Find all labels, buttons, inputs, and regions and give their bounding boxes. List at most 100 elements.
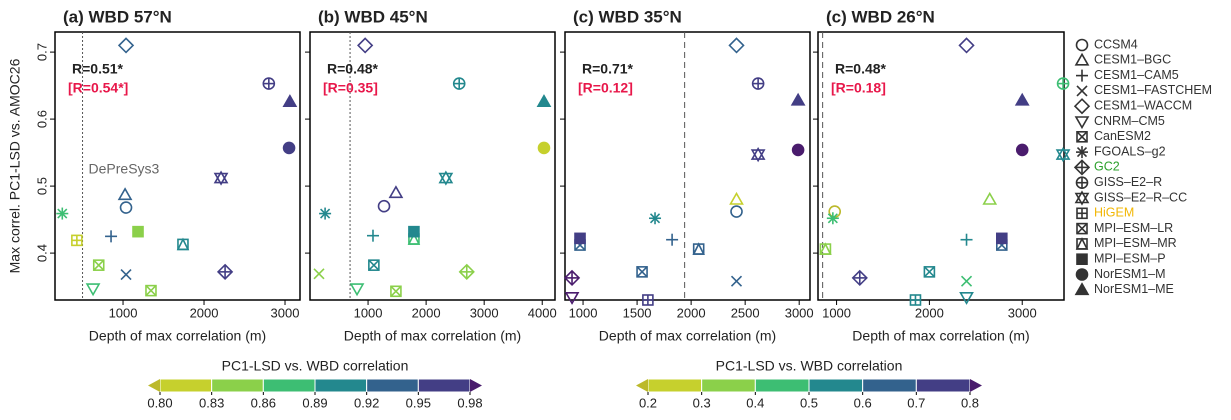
colorbar-label: PC1-LSD vs. WBD correlation [222,358,409,374]
legend-label: MPI–ESM–MR [1094,236,1177,250]
colorbar-bin [159,378,213,393]
marker-part [320,208,331,219]
colorbar-bin [647,378,703,393]
colorbar-extend [636,379,648,392]
x-tick-label: 1000 [822,305,851,320]
legend-label: MPI–ESM–P [1094,251,1166,265]
marker-part [1076,85,1088,97]
marker-part [1076,223,1088,235]
colorbar-bin [314,378,368,393]
marker-part [213,172,229,186]
data-point [408,225,420,238]
marker-part [730,275,743,287]
data-point [1055,146,1071,163]
marker-part [1015,143,1029,157]
marker-part [537,141,551,155]
data-point [366,229,379,242]
legend-marker [1073,98,1091,115]
correlation-text: R=0.71* [582,61,634,77]
data-point [729,191,744,205]
colorbar-tick-label: 0.4 [746,395,764,410]
marker-part [1076,222,1088,235]
data-point [692,242,705,255]
data-point [563,269,581,287]
x-tick-label: 3000 [470,305,499,320]
marker-part [357,37,374,54]
legend-marker [1074,282,1090,296]
marker-part [132,225,144,238]
data-point [982,191,998,205]
data-point [536,94,552,107]
x-tick-label: 2000 [190,305,219,320]
x-tick-label: 3000 [785,305,814,320]
colorbar-extend [148,379,160,392]
colorbar-tick-label: 0.83 [199,395,224,410]
colorbar-bin [701,378,756,393]
x-tick-label: 3000 [1008,305,1037,320]
legend-marker [1076,222,1088,235]
data-point [790,92,806,106]
data-point [438,170,454,186]
marker-part [377,199,391,213]
correlation-bracket: [R=0.35] [323,80,378,96]
correlation-bracket: [R=0.18] [831,80,886,96]
colorbar-tick-label: 0.3 [693,395,711,410]
x-axis-label: Depth of max correlation (m) [599,328,776,344]
legend-label: CNRM–CM5 [1094,114,1165,128]
marker-part [563,269,581,287]
x-tick-label: 2000 [677,305,706,320]
colorbar-tick-label: 0.7 [907,395,925,410]
marker-part [923,266,936,278]
colorbar-bin [211,378,264,393]
data-point [996,232,1008,245]
marker-part [390,285,402,297]
x-tick-label: 1000 [109,305,138,320]
data-point [262,77,276,90]
plot-frame [817,31,1065,301]
colorbar-tick-label: 0.98 [457,395,482,410]
data-point [117,37,135,54]
legend-label: HiGEM [1094,206,1134,220]
legend-marker [1074,52,1090,66]
data-point [452,77,466,90]
data-point [282,141,296,155]
marker-part [636,266,648,278]
data-point [105,230,118,243]
marker-part [176,237,190,251]
correlation-text: R=0.48* [835,61,887,77]
marker-part [1074,116,1090,130]
x-tick-label: 2000 [412,305,441,320]
x-tick-label: 4000 [528,305,557,320]
y-tick-label: 0.4 [34,244,49,262]
marker-part [1076,131,1088,143]
legend-marker [1074,116,1090,130]
data-point [313,268,325,280]
data-point [728,37,745,54]
marker-part [388,185,404,199]
y-tick-label: 0.7 [34,43,49,61]
data-point [819,242,832,255]
marker-part [368,259,380,271]
data-point [642,294,654,306]
colorbar-tick-label: 0.92 [354,395,379,410]
marker-part [1073,159,1091,176]
correlation-bracket: [R=0.54*] [68,80,128,96]
legend-marker [1076,207,1088,220]
colorbar-tick-label: 0.5 [800,395,818,410]
legend-label: CESM1–CAM5 [1094,68,1179,82]
data-point [564,292,580,305]
colorbar-bin [808,378,864,393]
x-tick-label: 3000 [271,305,300,320]
marker-part [85,283,101,297]
data-point [826,212,839,225]
marker-part [750,149,766,163]
data-point [537,141,551,155]
data-point [959,292,974,305]
marker-part [313,268,325,280]
marker-part [791,143,805,157]
colorbar-tick-label: 0.80 [147,395,172,410]
reference-label: DePreSys3 [89,161,160,177]
marker-part [1076,147,1088,158]
plot-frame [564,31,811,301]
